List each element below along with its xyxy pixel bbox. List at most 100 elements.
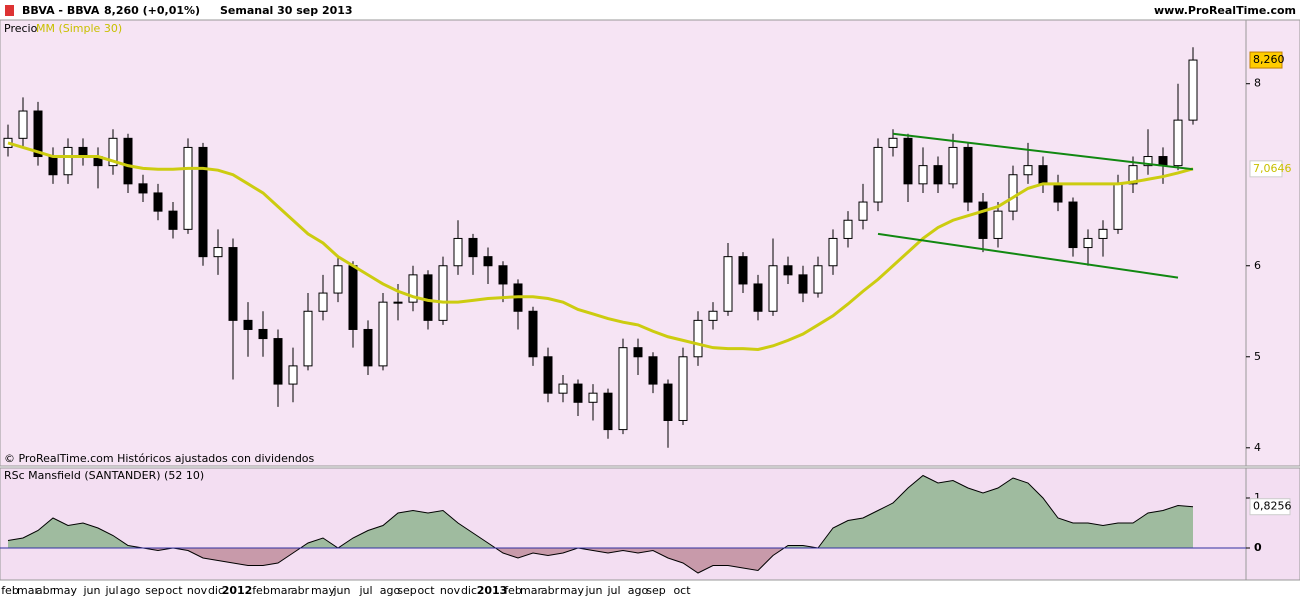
candle-body (228, 247, 238, 321)
candle-body (138, 183, 148, 194)
trendline (877, 232, 1179, 279)
x-tick-label: may (560, 584, 584, 597)
candle-body (888, 137, 898, 148)
candle-body (1188, 59, 1198, 121)
candle-body (108, 137, 118, 167)
x-tick-label: oct (165, 584, 183, 597)
x-tick-label: abr (36, 584, 55, 597)
candle-body (18, 110, 28, 139)
candle-body (483, 256, 493, 267)
x-tick-label: feb (252, 584, 270, 597)
candle-body (993, 210, 1003, 239)
candle-body (798, 274, 808, 294)
footer: © ProRealTime.com Históricos ajustados c… (4, 452, 315, 465)
candle-body (213, 247, 223, 258)
price-axis (1245, 19, 1300, 467)
ma-label: MM (Simple 30) (36, 22, 122, 35)
last-label-box (1249, 498, 1291, 516)
x-tick-label: dic (208, 584, 224, 597)
candle-body (978, 201, 988, 239)
x-tick-label: feb (504, 584, 522, 597)
candle-body (903, 137, 913, 185)
candle-body (873, 146, 883, 203)
period: Semanal 30 sep 2013 (220, 4, 353, 17)
candle-body (423, 274, 433, 321)
x-tick-label: mar (270, 584, 292, 597)
x-tick-label: nov (440, 584, 461, 597)
x-tick-label: may (311, 584, 335, 597)
candle-body (318, 292, 328, 312)
y-tick-label: 8 (1254, 77, 1261, 90)
area-negative (8, 548, 1193, 573)
x-tick-label: ago (380, 584, 401, 597)
candle-body (243, 319, 253, 330)
candle-body (1083, 237, 1093, 249)
x-tick-label: sep (397, 584, 416, 597)
logo-icon (5, 5, 14, 16)
candle-body (618, 347, 628, 431)
last-label-box (1249, 160, 1283, 178)
last-label: 0,8256 (1253, 500, 1292, 513)
rsc-line (7, 474, 1194, 574)
candle-body (1068, 201, 1078, 249)
candle-body (918, 165, 928, 185)
candle-body (303, 310, 313, 367)
x-tick-label: jun (83, 584, 101, 597)
x-tick-label: abr (541, 584, 560, 597)
candle-body (783, 265, 793, 276)
candle-body (288, 365, 298, 385)
x-tick-label: oct (417, 584, 435, 597)
x-tick-label: jun (585, 584, 603, 597)
candle-body (648, 356, 658, 385)
candle-body (1038, 165, 1048, 185)
x-tick-label: abr (291, 584, 310, 597)
candle-body (1098, 228, 1108, 239)
quote: 8,260 (+0,01%) (104, 4, 200, 17)
x-tick-label: may (53, 584, 77, 597)
candle-body (1113, 183, 1123, 230)
candle-body (963, 146, 973, 203)
candle-body (678, 356, 688, 421)
candle-body (1173, 119, 1183, 167)
rsc-title: RSc Mansfield (SANTANDER) (52 10) (4, 469, 204, 482)
y-tick-label: 0 (1254, 541, 1262, 554)
candle-body (48, 156, 58, 176)
candle-body (1158, 156, 1168, 167)
trendline (892, 132, 1194, 171)
x-tick-label: mar (17, 584, 39, 597)
price-label: Precio (4, 22, 38, 35)
candle-body (183, 146, 193, 230)
candle-body (153, 192, 163, 212)
last-label: 7,0646 (1253, 162, 1292, 175)
x-tick-label: mar (520, 584, 542, 597)
candle-body (573, 383, 583, 403)
x-tick-label: ago (628, 584, 649, 597)
rsc-axis (1245, 467, 1300, 581)
y-tick-label: 1 (1254, 491, 1261, 504)
x-tick-label: jul (104, 584, 118, 597)
candle-body (633, 347, 643, 358)
candle-body (723, 256, 733, 312)
candle-body (408, 274, 418, 303)
x-tick-label: 2013 (477, 584, 508, 597)
candle-body (738, 256, 748, 285)
candle-body (168, 210, 178, 230)
area-positive (8, 475, 1193, 548)
candle-body (693, 319, 703, 358)
candle-body (393, 301, 403, 304)
last-label: 8,260 (1253, 53, 1285, 66)
site: www.ProRealTime.com (1154, 4, 1296, 17)
ma-line (7, 141, 1194, 352)
x-tick-label: jun (333, 584, 351, 597)
candle-body (363, 328, 373, 367)
candle-body (258, 328, 268, 340)
y-tick-label: 4 (1254, 441, 1261, 454)
candle-body (273, 338, 283, 385)
candle-body (933, 165, 943, 185)
candle-body (828, 237, 838, 267)
x-tick-label: nov (187, 584, 208, 597)
candle-body (348, 265, 358, 330)
candle-body (768, 265, 778, 312)
candle-body (1008, 174, 1018, 212)
